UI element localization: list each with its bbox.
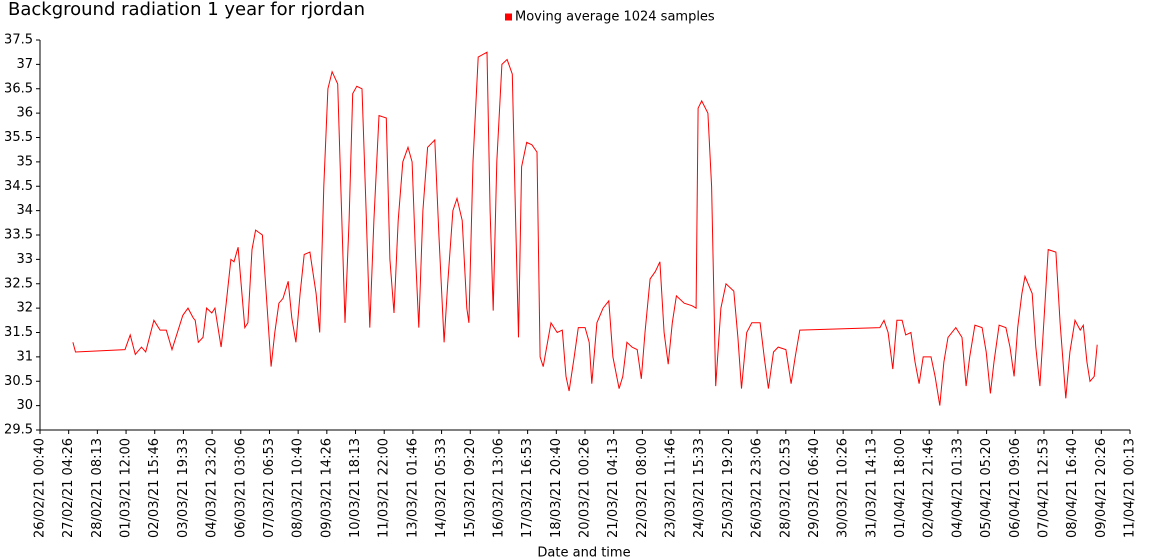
- y-tick-label: 33.5: [4, 228, 33, 243]
- y-tick-label: 30: [16, 398, 33, 413]
- x-tick-label: 08/03/21 10:40: [291, 438, 306, 538]
- y-tick-label: 34: [16, 203, 33, 218]
- x-tick-label: 06/03/21 03:06: [233, 438, 248, 538]
- x-tick-label: 31/03/21 14:13: [864, 438, 879, 538]
- y-tick-label: 34.5: [4, 179, 33, 194]
- x-tick-label: 30/03/21 10:26: [836, 438, 851, 538]
- x-tick-label: 01/04/21 18:00: [893, 438, 908, 538]
- chart-title: Background radiation 1 year for rjordan: [8, 0, 365, 20]
- y-tick-label: 29.5: [4, 423, 33, 438]
- y-tick-label: 37.5: [4, 33, 33, 48]
- y-tick-label: 30.5: [4, 374, 33, 389]
- x-tick-label: 23/03/21 11:46: [664, 438, 679, 538]
- x-tick-label: 28/03/21 02:53: [778, 438, 793, 538]
- x-tick-label: 25/03/21 19:20: [721, 438, 736, 538]
- y-tick-label: 31.5: [4, 325, 33, 340]
- x-tick-label: 20/03/21 00:26: [577, 438, 592, 538]
- legend-swatch: [505, 13, 512, 21]
- x-tick-label: 15/03/21 09:20: [463, 438, 478, 538]
- x-tick-label: 17/03/21 16:53: [520, 438, 535, 538]
- x-tick-label: 22/03/21 08:00: [635, 438, 650, 538]
- x-tick-label: 14/03/21 05:33: [434, 438, 449, 538]
- y-tick-label: 31: [16, 349, 33, 364]
- x-tick-label: 24/03/21 15:33: [692, 438, 707, 538]
- x-tick-label: 13/03/21 01:46: [405, 438, 420, 538]
- y-tick-label: 37: [16, 57, 33, 72]
- y-tick-label: 35.5: [4, 130, 33, 145]
- x-tick-label: 28/02/21 08:13: [90, 438, 105, 538]
- y-tick-label: 32: [16, 301, 33, 316]
- x-tick-label: 07/03/21 06:53: [262, 438, 277, 538]
- x-tick-label: 02/04/21 21:46: [922, 438, 937, 538]
- x-tick-label: 11/04/21 00:13: [1123, 438, 1138, 538]
- x-tick-label: 11/03/21 22:00: [377, 438, 392, 538]
- x-tick-label: 09/03/21 14:26: [319, 438, 334, 538]
- y-tick-label: 36: [16, 106, 33, 121]
- x-tick-label: 09/04/21 20:26: [1094, 438, 1109, 538]
- x-tick-label: 07/04/21 12:53: [1036, 438, 1051, 538]
- x-tick-label: 16/03/21 13:06: [491, 438, 506, 538]
- x-tick-label: 08/04/21 16:40: [1065, 438, 1080, 538]
- x-tick-label: 01/03/21 12:00: [119, 438, 134, 538]
- y-tick-label: 32.5: [4, 276, 33, 291]
- x-tick-label: 18/03/21 20:40: [549, 438, 564, 538]
- x-tick-label: 05/04/21 05:20: [979, 438, 994, 538]
- y-tick-label: 33: [16, 252, 33, 267]
- x-tick-label: 26/02/21 00:40: [33, 438, 48, 538]
- x-tick-label: 10/03/21 18:13: [348, 438, 363, 538]
- x-tick-label: 02/03/21 15:46: [147, 438, 162, 538]
- x-tick-label: 26/03/21 23:06: [750, 438, 765, 538]
- y-tick-label: 35: [16, 154, 33, 169]
- x-tick-label: 06/04/21 09:06: [1008, 438, 1023, 538]
- line-series: [72, 51, 1098, 406]
- x-tick-label: 04/03/21 23:20: [205, 438, 220, 538]
- x-tick-label: 21/03/21 04:13: [606, 438, 621, 538]
- x-tick-label: 29/03/21 06:40: [807, 438, 822, 538]
- x-tick-label: 04/04/21 01:33: [950, 438, 965, 538]
- y-tick-label: 36.5: [4, 81, 33, 96]
- x-tick-label: 03/03/21 19:33: [176, 438, 191, 538]
- x-tick-label: 27/02/21 04:26: [61, 438, 76, 538]
- legend-label: Moving average 1024 samples: [515, 10, 715, 25]
- x-axis-label: Date and time: [537, 546, 630, 560]
